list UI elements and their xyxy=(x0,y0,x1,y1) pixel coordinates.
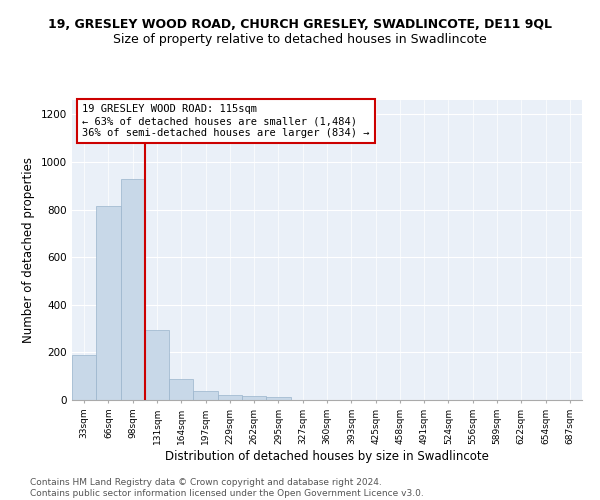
Bar xyxy=(266,397,290,400)
Text: 19, GRESLEY WOOD ROAD, CHURCH GRESLEY, SWADLINCOTE, DE11 9QL: 19, GRESLEY WOOD ROAD, CHURCH GRESLEY, S… xyxy=(48,18,552,30)
Text: Contains HM Land Registry data © Crown copyright and database right 2024.
Contai: Contains HM Land Registry data © Crown c… xyxy=(30,478,424,498)
Bar xyxy=(193,391,218,400)
Bar xyxy=(242,396,266,400)
Y-axis label: Number of detached properties: Number of detached properties xyxy=(22,157,35,343)
Bar xyxy=(169,378,193,400)
Bar xyxy=(145,330,169,400)
Text: 19 GRESLEY WOOD ROAD: 115sqm
← 63% of detached houses are smaller (1,484)
36% of: 19 GRESLEY WOOD ROAD: 115sqm ← 63% of de… xyxy=(82,104,370,138)
Bar xyxy=(96,206,121,400)
X-axis label: Distribution of detached houses by size in Swadlincote: Distribution of detached houses by size … xyxy=(165,450,489,462)
Bar xyxy=(218,395,242,400)
Text: Size of property relative to detached houses in Swadlincote: Size of property relative to detached ho… xyxy=(113,32,487,46)
Bar xyxy=(121,178,145,400)
Bar xyxy=(72,355,96,400)
